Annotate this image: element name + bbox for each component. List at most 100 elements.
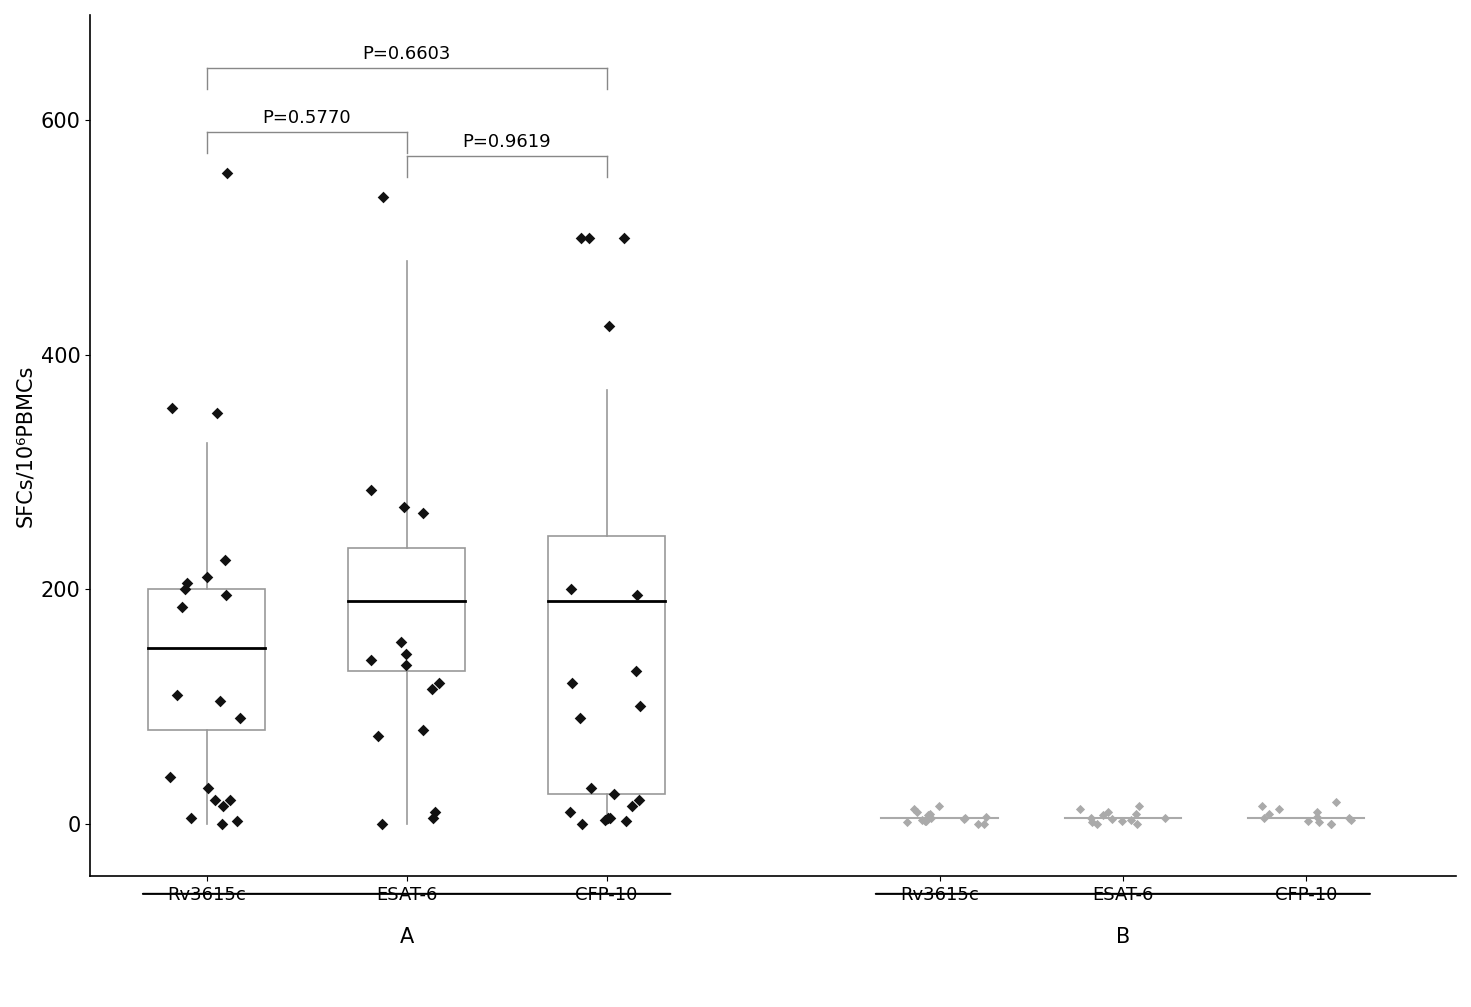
- Point: [1119, 812, 1143, 828]
- Point: [1111, 814, 1134, 830]
- Point: [371, 816, 394, 832]
- Point: [559, 581, 583, 597]
- Point: [953, 810, 977, 826]
- Point: [612, 230, 635, 246]
- Bar: [149, 589, 265, 730]
- Point: [388, 633, 412, 650]
- Point: [627, 793, 650, 809]
- Point: [894, 815, 918, 831]
- Point: [196, 780, 219, 797]
- Point: [1253, 810, 1277, 826]
- Point: [596, 810, 619, 826]
- Text: A: A: [400, 926, 413, 947]
- Point: [212, 798, 235, 814]
- Point: [427, 675, 450, 691]
- Point: [560, 675, 584, 691]
- Point: [210, 816, 234, 832]
- Point: [1319, 816, 1343, 832]
- Point: [966, 816, 990, 832]
- Point: [412, 505, 435, 521]
- Point: [394, 645, 418, 662]
- Point: [911, 812, 934, 828]
- Point: [974, 809, 997, 825]
- Point: [603, 786, 627, 803]
- Text: P=0.6603: P=0.6603: [362, 45, 450, 63]
- Point: [1125, 816, 1149, 832]
- Point: [359, 481, 382, 497]
- Point: [919, 810, 943, 826]
- Point: [412, 722, 435, 738]
- Point: [1319, 816, 1343, 832]
- Point: [1337, 810, 1361, 826]
- Point: [913, 814, 937, 830]
- Point: [1153, 810, 1177, 826]
- Point: [1324, 795, 1347, 811]
- Point: [1296, 814, 1319, 830]
- Point: [1250, 798, 1274, 814]
- Point: [225, 814, 249, 830]
- Point: [1081, 815, 1105, 831]
- Point: [1096, 804, 1119, 820]
- Point: [1339, 812, 1362, 828]
- Point: [204, 406, 228, 422]
- Point: [421, 681, 444, 697]
- Point: [194, 569, 218, 585]
- Point: [1306, 809, 1330, 825]
- Point: [215, 165, 238, 181]
- Text: B: B: [1115, 926, 1130, 947]
- Point: [615, 814, 638, 830]
- Point: [625, 587, 649, 603]
- Point: [372, 188, 396, 204]
- Point: [1124, 807, 1147, 823]
- Point: [175, 575, 199, 591]
- Point: [568, 710, 591, 726]
- Point: [218, 793, 241, 809]
- Text: P=0.5770: P=0.5770: [262, 110, 352, 128]
- Point: [203, 793, 227, 809]
- Point: [905, 804, 928, 820]
- Point: [209, 693, 232, 709]
- Point: [179, 810, 203, 826]
- Point: [159, 768, 182, 784]
- Bar: [349, 548, 465, 672]
- Point: [580, 780, 603, 797]
- Point: [228, 710, 252, 726]
- Point: [624, 664, 647, 680]
- Point: [171, 599, 194, 615]
- Y-axis label: SFCs/10⁶PBMCs: SFCs/10⁶PBMCs: [15, 365, 35, 527]
- Point: [621, 798, 644, 814]
- Point: [1256, 807, 1280, 823]
- Point: [1268, 802, 1292, 818]
- Point: [952, 811, 975, 827]
- Point: [599, 810, 622, 826]
- Point: [1305, 804, 1328, 820]
- Point: [1100, 811, 1124, 827]
- Point: [597, 317, 621, 333]
- Point: [215, 587, 238, 603]
- Point: [594, 812, 618, 828]
- Point: [918, 807, 941, 823]
- Point: [359, 652, 382, 668]
- Point: [165, 687, 188, 703]
- Point: [916, 808, 940, 824]
- Point: [559, 804, 583, 820]
- Point: [1068, 802, 1091, 818]
- Point: [1080, 810, 1103, 826]
- Point: [1127, 798, 1150, 814]
- Point: [578, 230, 602, 246]
- Point: [972, 816, 996, 832]
- Point: [1308, 815, 1331, 831]
- Point: [160, 400, 184, 416]
- Point: [174, 581, 197, 597]
- Point: [1084, 816, 1108, 832]
- Point: [424, 804, 447, 820]
- Point: [913, 814, 937, 830]
- Bar: [549, 537, 665, 795]
- Point: [394, 658, 418, 674]
- Point: [213, 552, 237, 568]
- Point: [903, 802, 927, 818]
- Point: [569, 230, 593, 246]
- Point: [628, 698, 652, 714]
- Point: [421, 810, 444, 826]
- Point: [927, 798, 950, 814]
